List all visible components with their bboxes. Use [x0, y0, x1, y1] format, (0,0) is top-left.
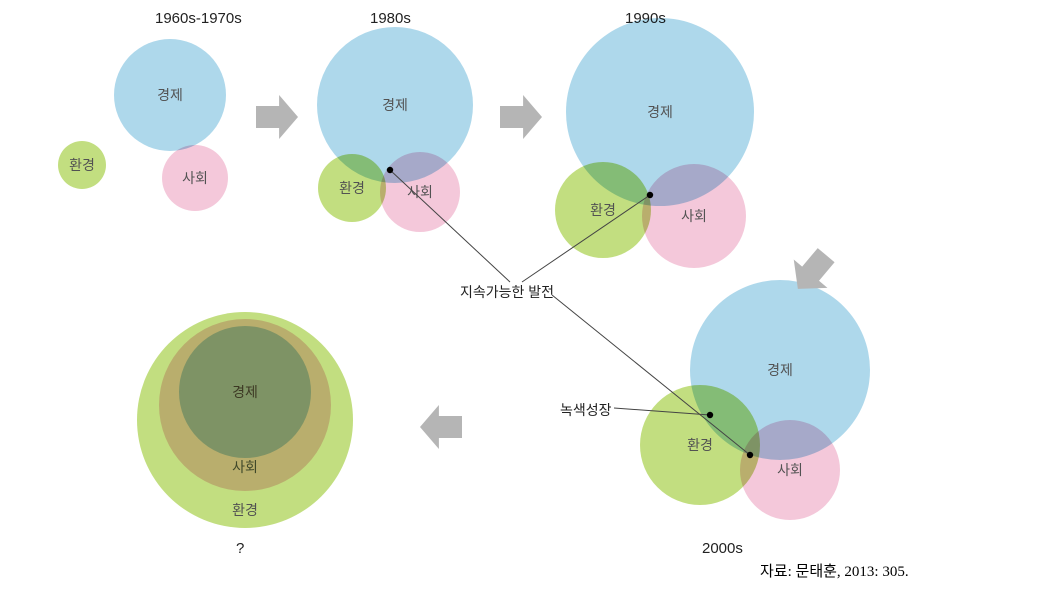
circle-label-e5-economy: 경제: [232, 382, 258, 402]
circle-label-e3-society: 사회: [681, 206, 707, 226]
circle-e3-society: 사회: [642, 164, 746, 268]
circle-e1-economy: 경제: [114, 39, 226, 151]
citation-text: 자료: 문태훈, 2013: 305.: [760, 560, 909, 581]
circle-label-e4-society: 사회: [777, 460, 803, 480]
circle-label-e2-society: 사회: [407, 182, 433, 202]
arrow-0: [256, 95, 298, 139]
circle-label-e2-economy: 경제: [382, 95, 408, 115]
circle-label-e1-society: 사회: [182, 168, 208, 188]
circle-label-e5-environment: 환경: [232, 500, 258, 520]
circle-label-e4-environment: 환경: [687, 435, 713, 455]
circle-label-e4-economy: 경제: [767, 360, 793, 380]
circle-label-e1-economy: 경제: [157, 85, 183, 105]
era-label-5: ?: [236, 540, 244, 557]
circle-e3-environment: 환경: [555, 162, 651, 258]
circle-label-e5-society: 사회: [232, 457, 258, 477]
circle-label-e2-environment: 환경: [339, 178, 365, 198]
arrow-3: [420, 405, 462, 449]
era-label-4: 2000s: [702, 540, 743, 557]
circle-e2-environment: 환경: [318, 154, 386, 222]
era-label-1: 1960s-1970s: [155, 10, 242, 27]
circle-e1-environment: 환경: [58, 141, 106, 189]
arrow-1: [500, 95, 542, 139]
circle-e5-economy: 경제: [179, 326, 311, 458]
circle-label-e3-environment: 환경: [590, 200, 616, 220]
circle-e4-society: 사회: [740, 420, 840, 520]
annotation-green-growth: 녹색성장: [560, 400, 612, 420]
circle-e2-society: 사회: [380, 152, 460, 232]
circle-label-e3-economy: 경제: [647, 102, 673, 122]
era-label-2: 1980s: [370, 10, 411, 27]
annotation-sustainable-development: 지속가능한 발전: [460, 282, 554, 302]
circle-label-e1-environment: 환경: [69, 155, 95, 175]
circle-e1-society: 사회: [162, 145, 228, 211]
